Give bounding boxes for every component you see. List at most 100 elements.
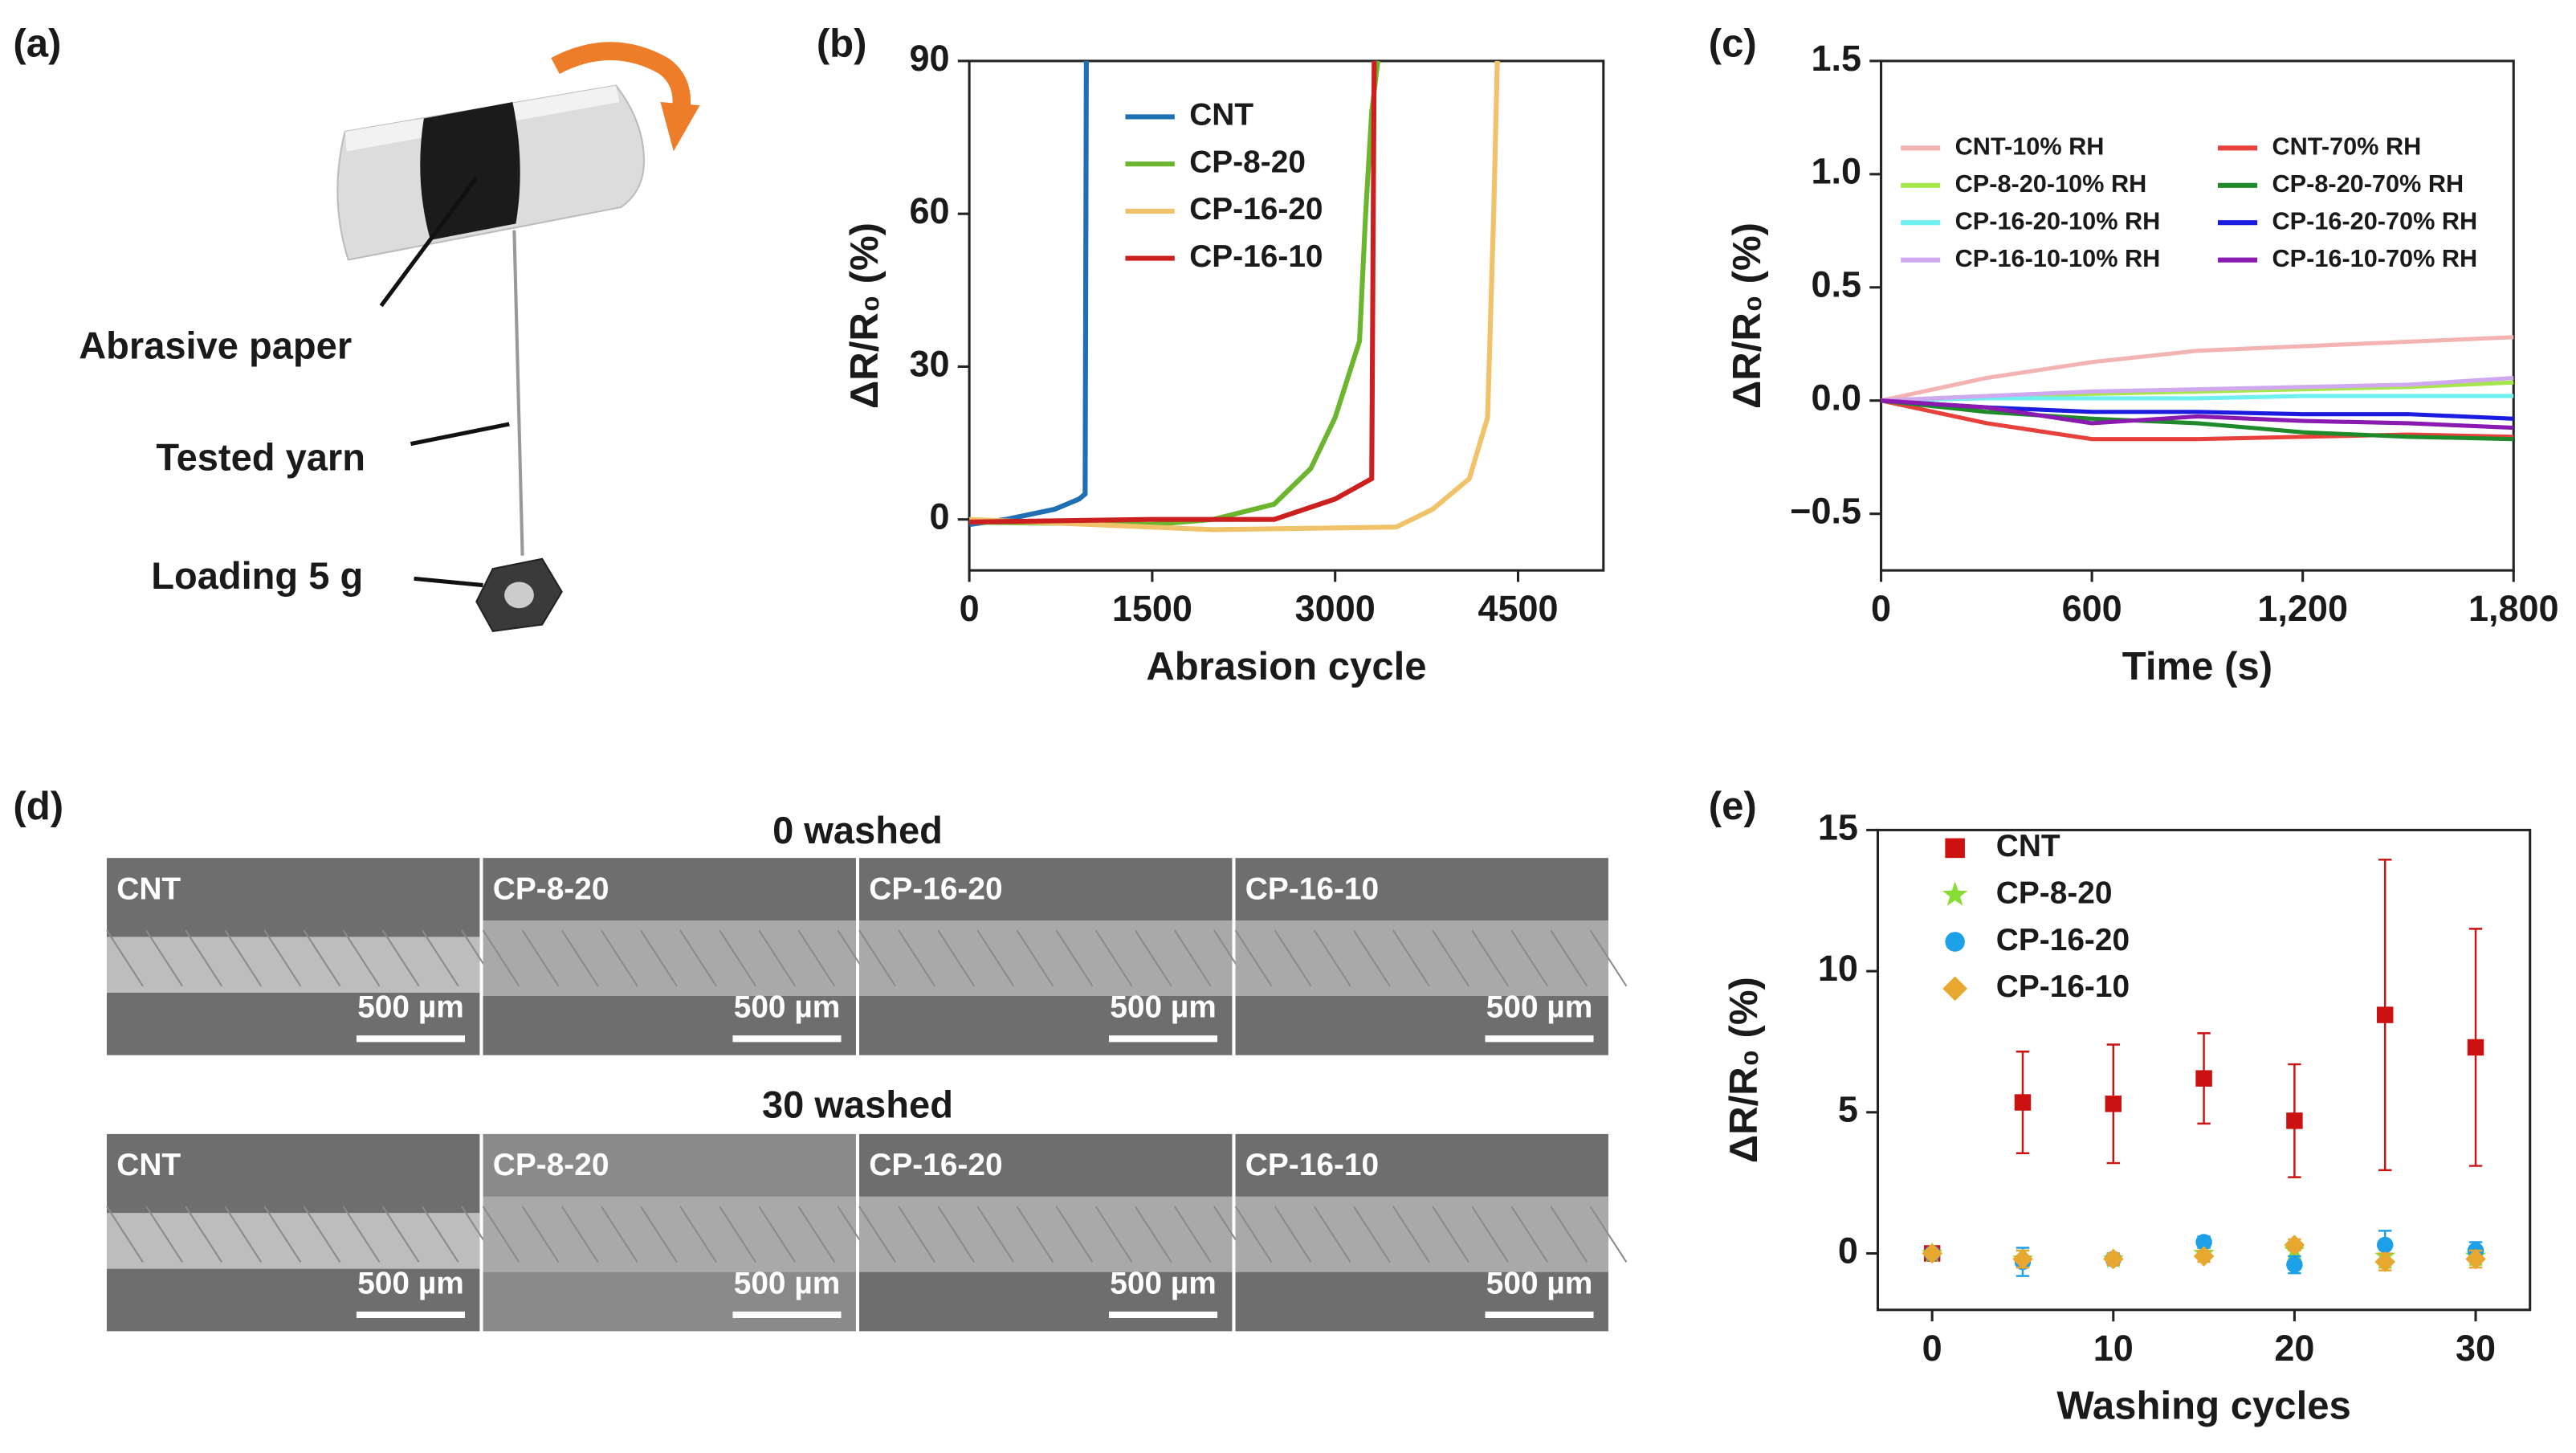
yarn-texture — [1510, 929, 1549, 987]
yarn-texture — [1432, 1206, 1469, 1263]
yarn-texture — [937, 1206, 976, 1263]
yarn-texture — [560, 1206, 599, 1263]
x-tick-label: 20 — [2274, 1328, 2314, 1369]
yarn-texture — [145, 1206, 183, 1263]
legend-label: CNT-10% RH — [1955, 132, 2105, 160]
yarn-texture — [1352, 1206, 1391, 1263]
y-tick-label: 0 — [930, 496, 950, 537]
x-tick-label: 0 — [1922, 1328, 1942, 1369]
yarn-texture — [719, 929, 756, 987]
yarn-texture — [679, 1206, 717, 1263]
legend-label: CNT-70% RH — [2272, 132, 2422, 160]
legend-label: CP-16-20-70% RH — [2272, 206, 2478, 235]
yarn-texture — [342, 1206, 381, 1263]
y-tick-label: 1.0 — [1811, 151, 1861, 192]
marker — [2193, 1246, 2215, 1267]
yarn-texture — [521, 1206, 560, 1263]
series-line — [1881, 398, 2514, 442]
yarn-texture — [1234, 1206, 1273, 1263]
yarn-texture — [263, 929, 302, 987]
x-tick-label: 1500 — [1112, 588, 1192, 629]
yarn-texture — [1016, 929, 1054, 987]
y-tick-label: 30 — [909, 343, 949, 384]
marker — [2284, 1235, 2305, 1255]
scale-label: 500 µm — [1486, 990, 1593, 1025]
panel-label: (a) — [13, 22, 61, 65]
marker — [2465, 1248, 2486, 1270]
marker — [2467, 1039, 2484, 1056]
yarn-texture — [1173, 929, 1212, 987]
plot-frame — [1876, 828, 2532, 1312]
marker — [2195, 1070, 2212, 1087]
yarn-texture — [421, 1206, 459, 1263]
legend-label: CNT — [1996, 829, 2060, 863]
y-tick-label: 5 — [1838, 1089, 1858, 1130]
yarn-texture — [1173, 1206, 1212, 1263]
yarn-texture — [1055, 929, 1094, 987]
x-axis-title: Time (s) — [2122, 645, 2272, 688]
yarn-texture — [1510, 1206, 1549, 1263]
series-line — [969, 60, 1377, 524]
y-tick-label: 10 — [1818, 948, 1858, 989]
row-title: 0 washed — [772, 809, 943, 851]
image-label: CP-16-20 — [869, 871, 1002, 906]
series-line — [1881, 398, 2514, 442]
yarn-texture — [600, 929, 638, 987]
yarn-texture — [303, 929, 341, 987]
yarn-texture — [1274, 1206, 1312, 1263]
yarn-texture — [976, 1206, 1015, 1263]
yarn-texture — [185, 1206, 223, 1263]
yarn-texture — [1471, 1206, 1510, 1263]
x-tick-label: 30 — [2456, 1328, 2496, 1369]
yarn-texture — [560, 929, 599, 987]
yarn-texture — [937, 929, 976, 987]
yarn-texture — [1392, 1206, 1430, 1263]
image-label: CNT — [116, 871, 181, 906]
yarn-texture — [106, 929, 144, 987]
yarn-texture — [758, 1206, 797, 1263]
yarn-texture — [1352, 929, 1391, 987]
yarn-texture — [303, 1206, 341, 1263]
y-tick-label: 15 — [1818, 806, 1858, 847]
x-axis-title: Washing cycles — [2056, 1385, 2351, 1428]
yarn-texture — [640, 929, 678, 987]
yarn-texture — [797, 929, 836, 987]
plot-frame — [1880, 59, 2515, 572]
yarn-texture — [1392, 929, 1430, 987]
yarn-texture — [758, 929, 797, 987]
yarn-texture — [1094, 929, 1133, 987]
yarn-texture — [898, 929, 935, 987]
annotation: Tested yarn — [156, 435, 365, 478]
marker — [1922, 1243, 1942, 1264]
yarn-texture — [719, 1206, 756, 1263]
marker — [2286, 1112, 2303, 1129]
y-tick-label: 1.5 — [1811, 38, 1861, 79]
yarn-texture — [1274, 929, 1312, 987]
yarn-texture — [1589, 1206, 1628, 1263]
panel-label: (c) — [1709, 22, 1757, 65]
yarn-texture — [145, 929, 183, 987]
x-axis-title: Abrasion cycle — [1146, 645, 1426, 688]
yarn-texture — [1550, 1206, 1588, 1263]
legend-swatch — [1942, 881, 1968, 906]
yarn-texture — [482, 929, 520, 987]
plot-frame — [968, 59, 1605, 572]
legend-label: CP-8-20 — [1189, 145, 1306, 179]
legend-swatch — [1945, 932, 1965, 952]
marker — [2374, 1251, 2396, 1272]
series-line — [1881, 335, 2514, 403]
yarn-texture — [1313, 929, 1351, 987]
yarn — [106, 937, 480, 993]
legend-swatch — [1942, 976, 1967, 1002]
yarn-texture — [1589, 929, 1628, 987]
yarn-texture — [1055, 1206, 1094, 1263]
x-tick-label: 3000 — [1295, 588, 1376, 629]
x-tick-label: 0 — [960, 588, 980, 629]
yarn-texture — [858, 929, 896, 987]
scale-label: 500 µm — [1486, 1266, 1593, 1300]
yarn-texture — [1134, 1206, 1172, 1263]
yarn-texture — [1016, 1206, 1054, 1263]
x-tick-label: 0 — [1871, 588, 1891, 629]
y-tick-label: 60 — [909, 190, 949, 231]
scale-label: 500 µm — [734, 1266, 841, 1300]
